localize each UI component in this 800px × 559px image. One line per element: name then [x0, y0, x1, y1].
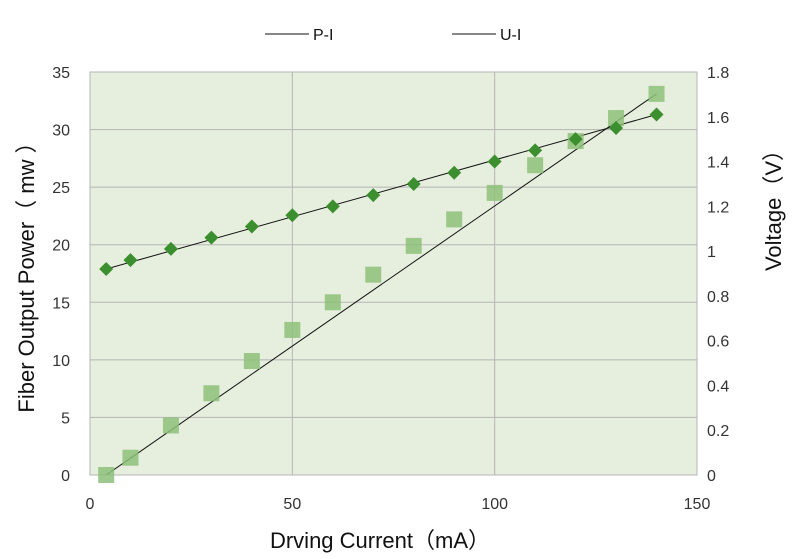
data-point-p-i [122, 449, 139, 466]
legend: P-I U-I [265, 27, 521, 44]
legend-label-p-i: P-I [313, 27, 333, 44]
y-tick-label-right: 1.6 [707, 110, 729, 127]
data-point-u-i [406, 176, 421, 191]
grid-lines [89, 71, 698, 476]
data-point-p-i [98, 467, 115, 483]
data-point-u-i [204, 230, 219, 245]
data-point-p-i [284, 321, 301, 338]
y-tick-label-left: 0 [61, 468, 70, 485]
x-tick-label: 150 [684, 496, 711, 513]
data-point-u-i [609, 120, 624, 135]
data-point-u-i [487, 154, 502, 169]
y-tick-label-left: 5 [61, 410, 70, 427]
trendline-p-i [105, 93, 657, 476]
y-tick-label-right: 0 [707, 468, 716, 485]
data-point-u-i [649, 107, 664, 122]
data-point-p-i [365, 266, 382, 283]
x-tick-label: 0 [86, 496, 95, 513]
y-tick-label-right: 1 [707, 244, 716, 261]
data-point-u-i [325, 199, 340, 214]
plot-area [89, 71, 698, 476]
y-axis-title-right: Voltage（V） [761, 139, 786, 271]
y-tick-label-right: 0.2 [707, 423, 729, 440]
data-point-p-i [486, 184, 503, 201]
trend-lines [105, 93, 657, 476]
data-point-u-i [568, 132, 583, 147]
data-point-u-i [163, 241, 178, 256]
y-tick-label-left: 35 [52, 65, 70, 82]
y-tick-label-right: 1.8 [707, 65, 729, 82]
data-point-u-i [99, 262, 114, 277]
y-tick-label-left: 25 [52, 180, 70, 197]
x-tick-label: 100 [481, 496, 508, 513]
data-point-p-i [405, 237, 422, 254]
y-tick-label-left: 30 [52, 123, 70, 140]
y-tick-label-right: 0.6 [707, 334, 729, 351]
data-point-p-i [203, 385, 220, 402]
legend-label-u-i: U-I [500, 27, 521, 44]
data-point-p-i [162, 417, 179, 434]
data-markers [98, 85, 665, 483]
data-point-u-i [123, 253, 138, 268]
y-tick-label-left: 20 [52, 238, 70, 255]
trendline-u-i [106, 114, 657, 270]
data-point-p-i [527, 157, 544, 174]
x-tick-label: 50 [283, 496, 301, 513]
y-tick-label-left: 15 [52, 295, 70, 312]
x-axis-title: Drving Current（mA） [270, 528, 490, 553]
data-point-u-i [285, 208, 300, 223]
data-point-p-i [243, 353, 260, 370]
y-tick-label-right: 0.4 [707, 378, 729, 395]
y-tick-label-left: 10 [52, 353, 70, 370]
y-tick-label-right: 0.8 [707, 289, 729, 306]
data-point-p-i [324, 294, 341, 311]
y-tick-label-right: 1.4 [707, 155, 729, 172]
data-point-p-i [608, 110, 625, 127]
data-point-p-i [446, 211, 463, 228]
y-axis-title-left: Fiber Output Power（ mw ） [14, 131, 39, 412]
data-point-p-i [648, 85, 665, 102]
data-point-u-i [244, 219, 259, 234]
data-point-u-i [447, 165, 462, 180]
y-tick-label-right: 1.2 [707, 199, 729, 216]
tick-labels: 0 5 10 15 20 25 30 35 0 0.2 0.4 0.6 0.8 1 1.2 1.4 1.6 1.8… [52, 65, 729, 513]
data-point-u-i [366, 188, 381, 203]
data-point-u-i [528, 143, 543, 158]
